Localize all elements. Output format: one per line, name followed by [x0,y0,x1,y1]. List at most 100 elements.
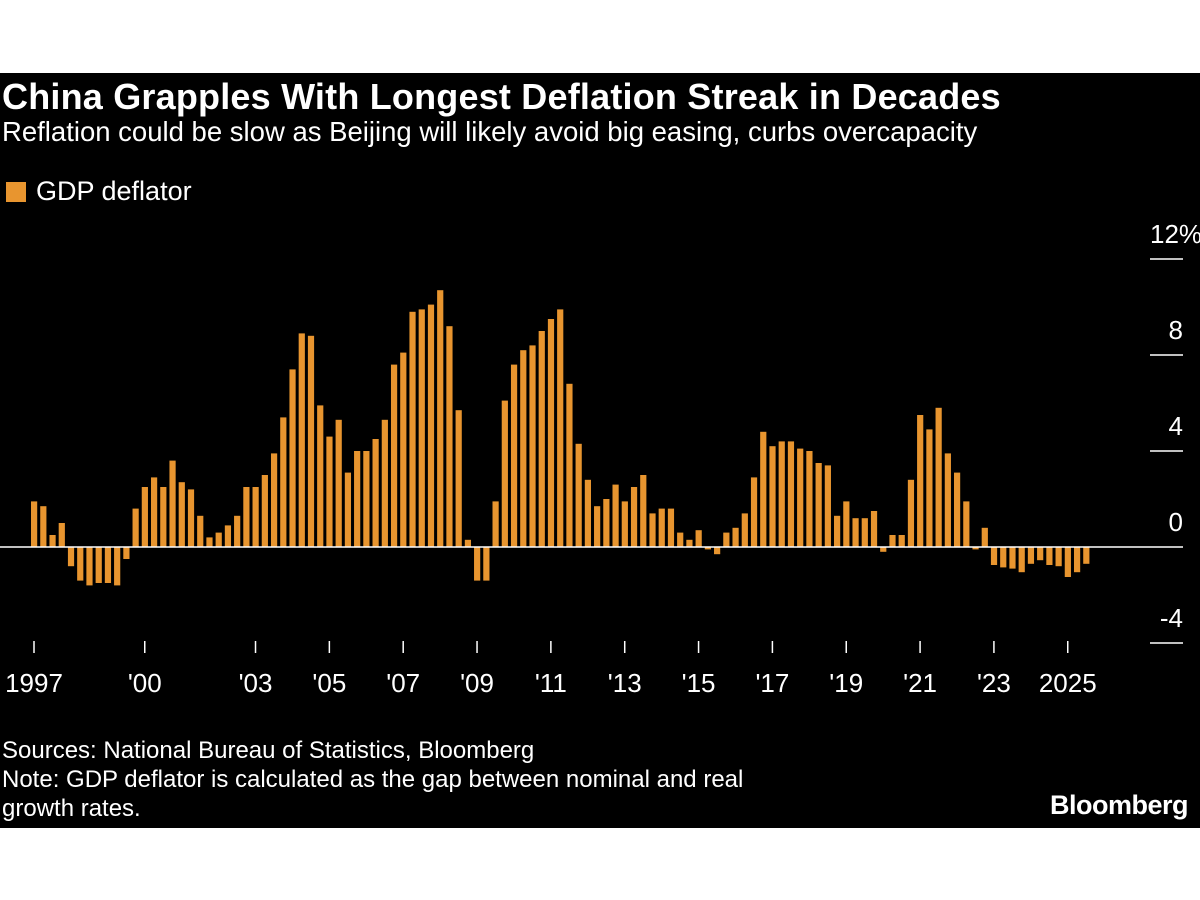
bar [141,487,148,547]
y-tick-label: 8 [1169,315,1183,345]
bar [427,304,435,547]
chart-subtitle: Reflation could be slow as Beijing will … [2,116,978,147]
chart-title: China Grapples With Longest Deflation St… [2,76,1001,117]
bar [344,472,352,547]
bar [815,463,822,547]
bar [86,547,93,586]
bar [390,364,398,547]
bar [834,515,841,547]
chart-panel [0,73,1200,828]
bar [954,472,961,547]
bar [889,535,896,547]
bar [529,345,536,547]
sources-text: Sources: National Bureau of Statistics, … [2,737,535,764]
bar [824,465,831,547]
bar [907,479,915,547]
bar [104,547,112,583]
bar [621,501,628,547]
bar [898,535,905,547]
bar [1000,547,1007,568]
bar [557,309,564,547]
bar [760,431,767,547]
bar [547,319,555,547]
bar [630,487,638,547]
bar [732,527,739,547]
bar [981,527,988,547]
bloomberg-logo: Bloomberg [1049,790,1189,820]
bar [150,477,158,547]
legend-swatch [6,181,26,202]
bar [917,415,924,547]
bar [520,350,527,547]
note-text: Note: GDP deflator is calculated as the … [2,766,744,793]
bar [326,436,333,547]
y-tick-label: -4 [1160,603,1183,633]
bar [354,451,361,547]
bar [169,460,176,547]
bar [261,475,268,547]
bar [861,518,868,547]
bar [612,484,619,547]
bar [852,518,859,547]
bar [686,539,693,547]
bar [160,487,167,547]
x-tick-label: '00 [128,668,162,698]
bar [963,501,970,547]
x-tick-label: '03 [239,668,273,698]
bar [400,352,407,547]
bar [197,515,204,547]
bar [474,547,481,581]
bar [935,407,942,547]
bar [215,532,222,547]
bar [843,501,850,547]
y-tick-label: 4 [1169,411,1183,441]
bar [723,532,730,547]
bar [77,547,84,581]
bar [1027,547,1035,564]
bar [1018,547,1025,573]
bar [455,410,462,547]
bar [1009,547,1016,569]
x-tick-label: 2025 [1039,668,1097,698]
bar [132,508,139,547]
bar [289,369,296,547]
bar [972,547,979,550]
bar [270,453,278,547]
legend: GDP deflator [6,176,192,207]
x-tick-label: '11 [535,668,567,698]
bar [1037,547,1044,561]
bar [1046,547,1053,565]
bar [797,448,804,547]
bar [335,419,342,547]
bar [307,335,315,547]
bar [769,446,776,547]
bar [649,513,656,547]
bar [926,429,933,547]
bar [510,364,518,547]
x-tick-label: '09 [460,668,494,698]
y-tick-label: 0 [1169,507,1183,537]
bar [31,501,38,547]
bar [1064,547,1071,577]
bar [492,501,499,547]
x-tick-label: '21 [903,668,937,698]
bar [252,487,259,547]
bar [123,547,130,559]
y-tick-label: 12% [1150,219,1200,249]
bar [437,290,444,547]
bar [677,532,684,547]
bar [584,479,591,547]
bar [575,443,582,547]
bar [178,482,185,547]
bar [317,405,324,547]
bar [944,453,951,547]
bar [501,400,508,547]
bar [603,499,610,547]
bar [206,537,213,547]
bar [363,451,370,547]
bar [640,475,647,547]
bar [667,508,675,547]
legend-label: GDP deflator [36,176,192,206]
bar [538,331,545,547]
